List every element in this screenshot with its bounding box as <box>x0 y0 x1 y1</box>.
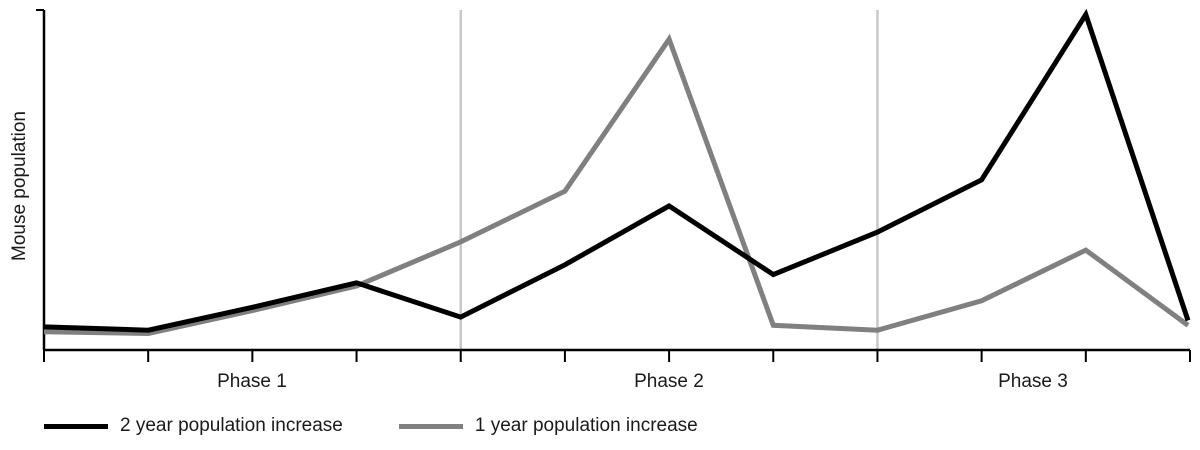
x-tick-label: Phase 2 <box>634 371 704 392</box>
y-axis-label: Mouse population <box>9 111 30 261</box>
x-tick-label: Phase 1 <box>217 371 287 392</box>
legend-label-2-year: 2 year population increase <box>120 415 343 437</box>
legend-swatch-2-year <box>44 424 108 429</box>
legend-item-2-year: 2 year population increase <box>44 415 343 437</box>
series-line-1-year <box>44 39 1188 333</box>
legend-label-1-year: 1 year population increase <box>475 415 698 437</box>
legend-swatch-1-year <box>399 424 463 429</box>
x-tick-label: Phase 3 <box>998 371 1068 392</box>
legend: 2 year population increase 1 year popula… <box>44 413 754 439</box>
legend-item-1-year: 1 year population increase <box>399 415 698 437</box>
